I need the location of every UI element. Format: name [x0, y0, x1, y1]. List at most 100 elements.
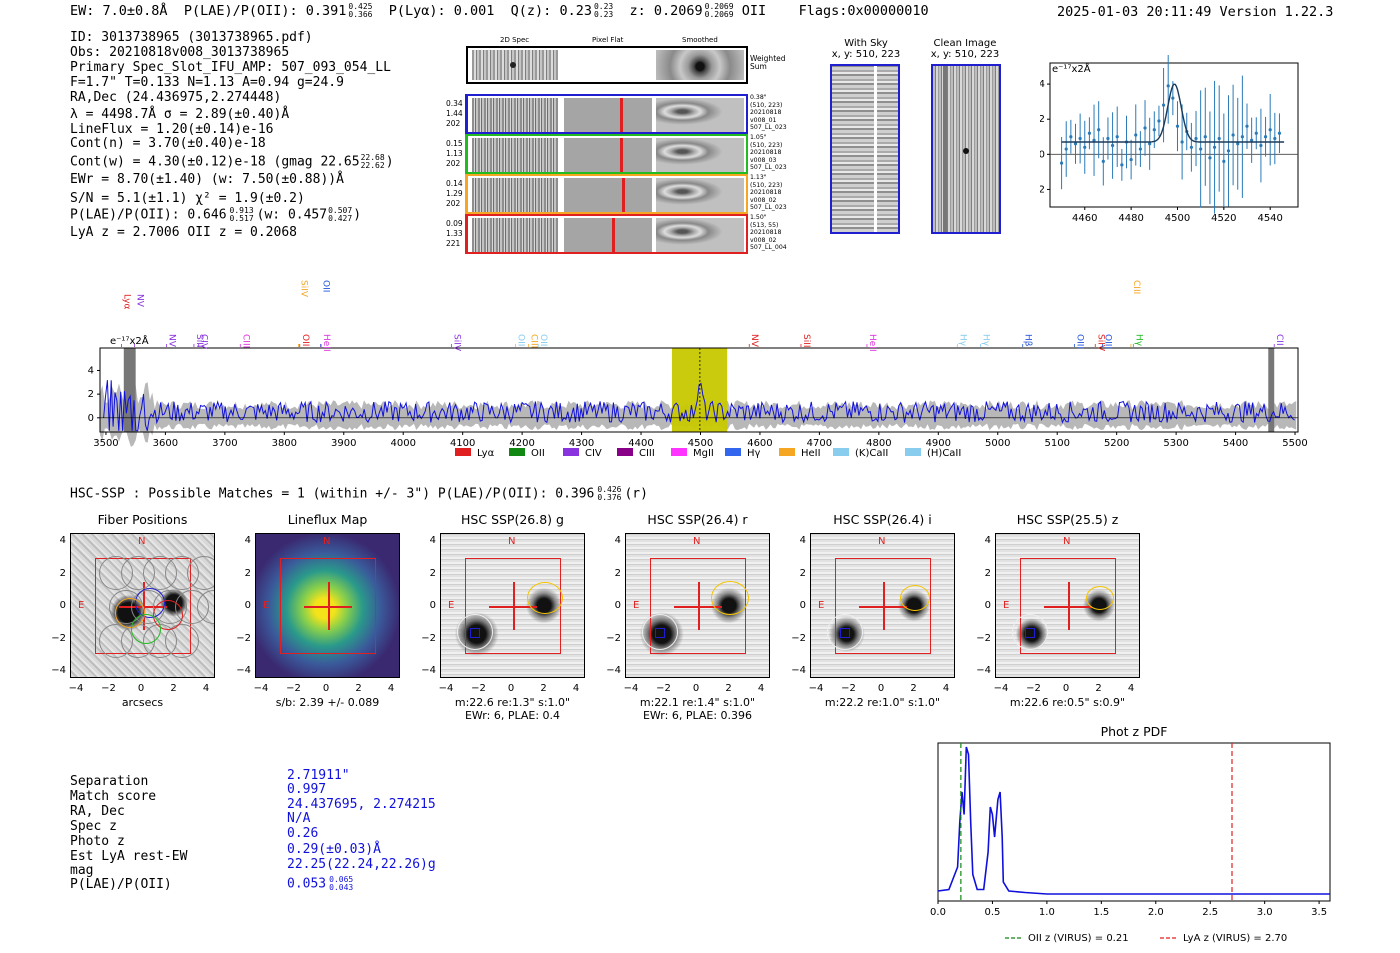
header-plae-hi: 0.425 — [348, 2, 373, 11]
info-line: Obs: 20210818v008_3013738965 — [70, 45, 290, 60]
plae2-w-hi: 0.507 — [328, 206, 353, 215]
photz-chart: 0.0 0.5 1.0 1.5 2.0 2.5 3.0 3.5 OII z (VIRUS) = … — [930, 742, 1331, 944]
fiber-flat-stamp — [564, 218, 652, 252]
spectrum-ytick-label: 4 — [88, 365, 94, 376]
fiber-2d-stamp — [472, 218, 558, 252]
stamp-gap — [560, 216, 563, 252]
zoom-point — [1161, 103, 1166, 107]
clean-image — [931, 64, 1001, 234]
header-z-line: OII — [741, 3, 767, 19]
north-label: N — [323, 536, 331, 547]
fiber-row — [466, 134, 748, 174]
zoom-point — [1101, 159, 1105, 163]
photz-frame — [937, 742, 1331, 902]
fiber-circle — [165, 624, 199, 658]
sky-title-text: With Sky — [844, 38, 888, 49]
zoom-point — [1199, 147, 1203, 151]
zoom-point — [1138, 147, 1142, 151]
zoom-point — [1175, 124, 1180, 128]
hsc-xtick-label: 4 — [387, 683, 395, 694]
hsc-ytick-label: 0 — [799, 600, 806, 611]
header-z-hi: 0.2069 — [704, 2, 734, 11]
plae2-w-lo: 0.427 — [328, 214, 353, 223]
hsc-xtick-label: 4 — [942, 683, 950, 694]
hsc-ytick-label: 0 — [614, 600, 621, 611]
fiber-stat: 0.14 — [446, 179, 463, 188]
hsc-xtick-label: −4 — [68, 683, 84, 694]
photz-xtick-label: 1.5 — [1093, 907, 1109, 918]
zoom-xtick-label: 4520 — [1211, 213, 1236, 224]
legend-label: (H)CaII — [927, 448, 961, 459]
crosshair-h — [1044, 606, 1092, 608]
zoom-point — [1069, 135, 1073, 139]
fiber-stat: 202 — [446, 199, 461, 208]
north-label: N — [138, 536, 146, 547]
east-label: E — [1003, 600, 1010, 611]
match-value: 22.25(22.24,22.26)g — [287, 857, 436, 872]
spectrum-xtick-label: 4000 — [390, 438, 415, 449]
hsc-ytick-label: 2 — [614, 567, 621, 579]
header-z: z: 0.2069 — [629, 3, 703, 19]
fiber-2d-stamp — [472, 178, 558, 212]
legend-label: OII — [531, 448, 545, 459]
spectrum-xtick-label: 3500 — [93, 438, 118, 449]
north-label: N — [508, 536, 516, 547]
header-z-lo: 0.2069 — [704, 10, 734, 19]
zoom-frame — [1049, 62, 1299, 208]
sky-title: With Sky x, y: 510, 223 — [830, 38, 902, 60]
hsc-caption: m:22.1 re:1.4" s:1.0" — [639, 696, 756, 709]
zoom-point — [1143, 126, 1147, 130]
fiber-meta-line: 507_LL_004 — [750, 244, 787, 252]
zoom-xtick-label: 4480 — [1118, 213, 1143, 224]
aperture-box — [835, 558, 931, 654]
line-marker-label: SiII — [801, 334, 811, 348]
galaxy-ellipse — [642, 614, 678, 650]
line-marker-label: NV — [749, 334, 759, 348]
legend-swatch — [455, 448, 471, 456]
fiber-color-strip — [465, 94, 467, 254]
plae2-text: P(LAE)/P(OII): 0.646 — [70, 207, 227, 223]
fiber-stat: 0.09 — [446, 219, 463, 228]
fiber-stat: 0.34 — [446, 99, 463, 108]
header-flags: Flags:0x00000010 — [798, 3, 929, 19]
fiber-circle-orange — [115, 598, 145, 628]
zoom-point — [1078, 136, 1082, 141]
match-ellipse — [527, 582, 563, 614]
zoom-point — [1073, 142, 1078, 146]
fiber-row-stats: 0.15 1.13 202 — [446, 139, 466, 169]
hsc-xtick-label: 0 — [137, 683, 145, 694]
fiber-circle — [187, 556, 214, 590]
header-plae-lo: 0.366 — [348, 10, 373, 19]
info-line: Cont(n) = 3.70(±0.40)e-18 — [70, 136, 266, 151]
match-plae: 0.053 0.065 0.043 — [287, 876, 353, 892]
fiber-row-meta: 1.05" (510, 223) 20210818 v008_03 507_LL_023 — [750, 134, 798, 172]
fiber-meta-line: 507_LL_023 — [750, 124, 787, 132]
legend-label: Lyα — [477, 448, 495, 459]
fiber-stat: 202 — [446, 119, 461, 128]
zoom-point — [1250, 138, 1254, 142]
flat-line-marker — [620, 138, 623, 172]
hsc-xtick-label: 0 — [692, 683, 700, 694]
stamp-gap — [652, 176, 655, 212]
zoom-point — [1208, 156, 1212, 160]
weighted-source-dot — [510, 62, 516, 68]
fiber-2d-stamp — [472, 138, 558, 172]
spectrum-xtick-label: 3800 — [272, 438, 297, 449]
match-label: Spec z — [70, 819, 117, 834]
spectrum-xtick-label: 5400 — [1223, 438, 1248, 449]
hsc-panel-title: HSC SSP(26.4) r — [647, 512, 748, 527]
weighted-sum-label: Weighted Sum — [750, 54, 786, 71]
hsc-caption-2: EWr: 6, PLAE: 0.4 — [464, 709, 561, 722]
contw-hi: 22.68 — [360, 153, 385, 162]
hsc-xtick-label: −2 — [841, 683, 856, 694]
legend-swatch — [905, 448, 921, 456]
info-line: ID: 3013738965 (3013738965.pdf) — [70, 30, 313, 45]
match-label: Est LyA rest-EW — [70, 849, 188, 864]
spectrum-xtick-label: 4300 — [569, 438, 594, 449]
fiber-flat-stamp — [564, 98, 652, 132]
fiber-meta-line: v008_01 — [750, 116, 777, 124]
fiber-meta-line: 1.13" — [750, 174, 767, 181]
hsc-ytick-label: −2 — [976, 632, 991, 644]
header-qz-lo: 0.23 — [593, 10, 614, 19]
